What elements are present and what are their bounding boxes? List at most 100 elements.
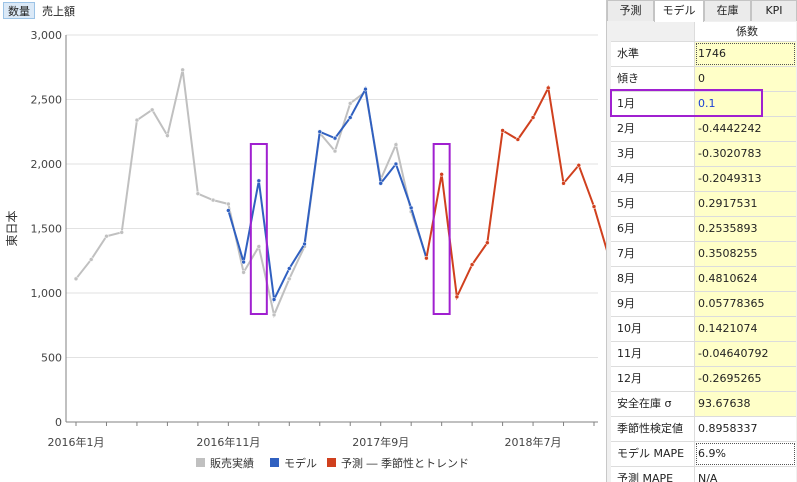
x-tick-label: 2016年11月	[196, 435, 260, 449]
param-value[interactable]: 6.9%	[695, 442, 796, 466]
param-value[interactable]: 0.2917531	[695, 192, 796, 216]
param-row[interactable]: 10月 0.1421074	[611, 317, 796, 342]
series-line	[425, 84, 606, 301]
metric-toggle: 数量 売上額	[3, 2, 80, 19]
data-point	[287, 276, 292, 282]
data-point	[119, 230, 124, 235]
tab-forecast[interactable]: 予測	[607, 0, 654, 21]
data-point	[546, 85, 551, 91]
param-row[interactable]: 5月 0.2917531	[611, 192, 796, 217]
legend-swatch	[327, 458, 336, 467]
param-row[interactable]: 8月 0.4810624	[611, 267, 796, 292]
data-point	[515, 137, 521, 142]
tab-model[interactable]: モデル	[654, 0, 704, 22]
param-label: モデル MAPE	[611, 442, 695, 466]
y-tick-label: 3,000	[31, 29, 63, 42]
param-value[interactable]: 0.05778365	[695, 292, 796, 316]
param-label: 7月	[611, 242, 695, 266]
param-label: 8月	[611, 267, 695, 291]
param-value[interactable]: 0.4810624	[695, 267, 796, 291]
param-row[interactable]: 1月 0.1	[611, 92, 796, 117]
data-point	[500, 128, 505, 133]
data-point	[287, 266, 292, 271]
data-point	[256, 244, 262, 249]
param-row[interactable]: 傾き 0	[611, 67, 796, 92]
param-value[interactable]: -0.2049313	[695, 167, 796, 191]
data-point	[210, 197, 216, 203]
side-tab-bar: 予測 モデル 在庫 KPI	[607, 0, 797, 22]
param-label: 予測 MAPE	[611, 467, 695, 482]
tab-inventory[interactable]: 在庫	[704, 0, 751, 21]
forecast-chart: 0 500 1,000 1,500 2,000 2,500 3,000 2016年1月 2016…	[5, 29, 606, 470]
param-value[interactable]: N/A	[695, 467, 796, 482]
param-label: 水準	[611, 42, 695, 66]
param-label: 3月	[611, 142, 695, 166]
param-label: 2月	[611, 117, 695, 141]
data-point	[302, 241, 307, 247]
param-value[interactable]: 0.1	[695, 92, 796, 116]
tab-kpi[interactable]: KPI	[751, 0, 797, 21]
param-row[interactable]: 11月 -0.04640792	[611, 342, 796, 367]
data-point	[332, 135, 338, 141]
data-point	[561, 181, 566, 186]
legend-label: 販売実績	[210, 456, 254, 470]
data-point	[271, 312, 277, 318]
param-row[interactable]: 3月 -0.3020783	[611, 142, 796, 167]
data-point	[378, 181, 383, 186]
param-label: 安全在庫 σ	[611, 392, 695, 416]
param-value[interactable]: 0.1421074	[695, 317, 796, 341]
param-row[interactable]: 2月 -0.4442242	[611, 117, 796, 142]
param-label: 10月	[611, 317, 695, 341]
data-point	[485, 240, 490, 245]
param-row[interactable]: 6月 0.2535893	[611, 217, 796, 242]
y-tick-label: 0	[55, 416, 62, 429]
param-value[interactable]: 0	[695, 67, 796, 91]
param-value[interactable]: 0.3508255	[695, 242, 796, 266]
param-row[interactable]: 予測 MAPE N/A	[611, 467, 796, 482]
series-line	[227, 86, 428, 303]
param-label: 9月	[611, 292, 695, 316]
coef-header: 係数	[695, 22, 796, 41]
x-tick-label: 2018年7月	[505, 435, 562, 449]
param-label: 6月	[611, 217, 695, 241]
sales-tab[interactable]: 売上額	[42, 5, 75, 18]
param-value[interactable]: 0.8958337	[695, 417, 796, 441]
param-value[interactable]: 1746	[695, 42, 796, 66]
param-row[interactable]: 4月 -0.2049313	[611, 167, 796, 192]
param-label: 1月	[611, 92, 695, 116]
param-value[interactable]: -0.2695265	[695, 367, 796, 391]
data-point	[226, 201, 231, 207]
legend-swatch	[270, 458, 279, 467]
param-value[interactable]: 93.67638	[695, 392, 796, 416]
param-row[interactable]: 安全在庫 σ 93.67638	[611, 392, 796, 417]
param-value[interactable]: -0.4442242	[695, 117, 796, 141]
param-row[interactable]: 12月 -0.2695265	[611, 367, 796, 392]
param-label: 11月	[611, 342, 695, 366]
y-tick-label: 1,500	[31, 223, 63, 236]
param-row[interactable]: 水準 1746	[611, 42, 796, 67]
data-point	[134, 117, 140, 123]
param-value[interactable]: 0.2535893	[695, 217, 796, 241]
param-row[interactable]: 9月 0.05778365	[611, 292, 796, 317]
y-tick-label: 2,000	[31, 158, 63, 171]
header-blank	[611, 22, 695, 41]
data-point	[408, 205, 414, 211]
data-point	[393, 142, 399, 147]
data-point	[347, 115, 353, 120]
data-point	[469, 262, 475, 267]
data-point	[271, 297, 277, 302]
param-value[interactable]: -0.04640792	[695, 342, 796, 366]
data-point	[226, 208, 231, 213]
highlight-box	[249, 143, 268, 315]
param-label: 4月	[611, 167, 695, 191]
param-row[interactable]: 7月 0.3508255	[611, 242, 796, 267]
legend-label: モデル	[284, 456, 317, 470]
param-value[interactable]: -0.3020783	[695, 142, 796, 166]
data-point	[195, 191, 201, 196]
data-point	[73, 276, 79, 282]
data-point	[530, 115, 536, 120]
param-row[interactable]: モデル MAPE 6.9%	[611, 442, 796, 467]
param-row[interactable]: 季節性検定値 0.8958337	[611, 417, 796, 442]
quantity-tab[interactable]: 数量	[3, 2, 35, 19]
